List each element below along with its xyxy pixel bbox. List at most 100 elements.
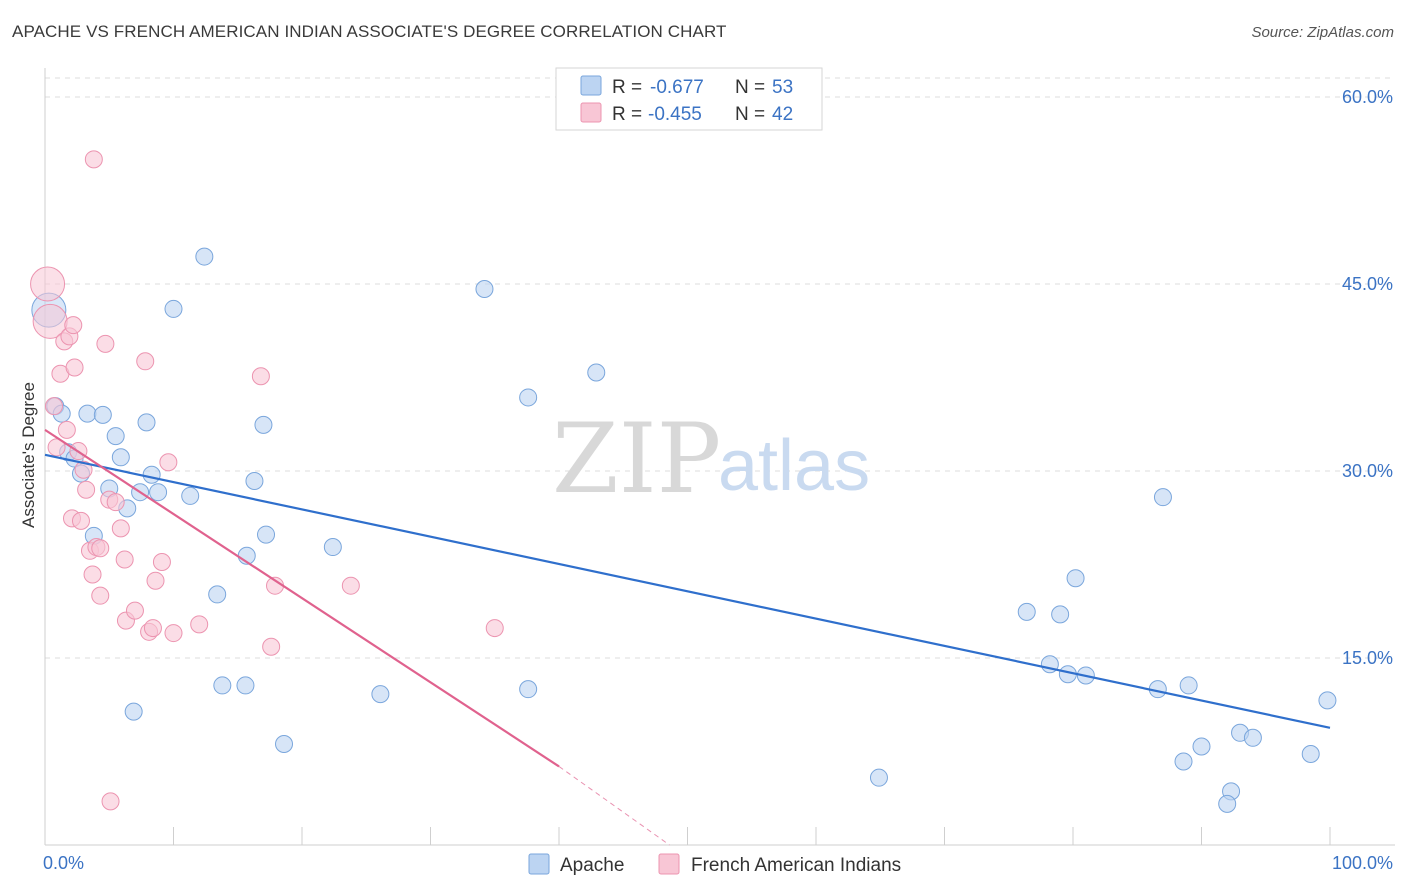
apache-point	[164, 299, 183, 318]
french-point	[106, 493, 125, 512]
watermark-atlas: atlas	[718, 426, 870, 506]
legend-n-value-french: 42	[772, 104, 793, 125]
gridlines	[45, 77, 1395, 659]
apache-point	[1017, 602, 1036, 621]
watermark-zip: ZIP	[552, 403, 721, 515]
french-point	[30, 266, 66, 302]
french-point	[44, 397, 63, 416]
french-point	[143, 619, 162, 638]
apache-point	[208, 585, 227, 604]
apache-point	[124, 702, 143, 721]
legend-swatch-apache	[580, 75, 602, 96]
y-axis-label: Associate's Degree	[19, 382, 38, 528]
bottom-legend-apache: Apache	[560, 855, 624, 876]
apache-point	[78, 404, 97, 423]
french-point	[96, 334, 115, 353]
y-tick-label: 15.0%	[1342, 648, 1393, 668]
apache-point	[181, 486, 200, 505]
apache-point	[587, 363, 606, 382]
y-tick-label: 45.0%	[1342, 274, 1393, 294]
apache-point	[1301, 744, 1320, 763]
apache-point	[142, 465, 161, 484]
french-point	[190, 615, 209, 634]
french-trend-line	[44, 428, 560, 768]
apache-point	[1243, 728, 1262, 747]
french-point	[64, 316, 83, 335]
apache-point	[1051, 605, 1070, 624]
legend-n-label-apache: N =	[735, 77, 765, 98]
french-point	[101, 792, 120, 811]
french-point	[341, 576, 360, 595]
apache-point	[323, 538, 342, 557]
apache-point	[1192, 737, 1211, 756]
axes	[44, 68, 1395, 846]
legend-r-value-apache: -0.677	[650, 77, 704, 98]
french-point	[125, 601, 144, 620]
apache-point	[1179, 676, 1198, 695]
french-point	[71, 511, 90, 530]
watermark: ZIP atlas	[552, 403, 870, 515]
french-point	[91, 586, 110, 605]
apache-point	[137, 413, 156, 432]
legend-r-label-french: R =	[612, 104, 642, 125]
apache-point	[275, 735, 294, 754]
data-points	[30, 150, 1337, 813]
french-point	[65, 358, 84, 377]
legend-top: R = -0.677 N = 53 R = -0.455 N = 42	[555, 67, 823, 131]
apache-point	[519, 680, 538, 699]
french-point	[115, 550, 134, 569]
bottom-legend-swatch-apache	[528, 853, 550, 875]
french-point	[262, 637, 281, 656]
french-point	[91, 539, 110, 558]
french-point	[57, 420, 76, 439]
legend-swatch-french	[580, 102, 602, 123]
apache-point	[195, 247, 214, 266]
french-point	[152, 553, 171, 572]
apache-point	[236, 676, 255, 695]
apache-point	[106, 427, 125, 446]
legend-bottom: Apache French American Indians	[528, 853, 901, 876]
french-point	[111, 519, 130, 538]
legend-r-value-french: -0.455	[648, 104, 702, 125]
apache-point	[149, 483, 168, 502]
trend-lines	[44, 428, 1331, 846]
apache-point	[257, 525, 276, 544]
french-point	[74, 460, 93, 479]
x-tick-label-max: 100.0%	[1332, 853, 1393, 873]
bottom-legend-swatch-french	[658, 853, 680, 875]
french-point	[84, 150, 103, 169]
apache-point	[1174, 752, 1193, 771]
apache-trend-line	[44, 453, 1331, 729]
tick-labels: 15.0% 30.0% 45.0% 60.0% 0.0% 100.0%	[43, 87, 1393, 873]
apache-point	[93, 405, 112, 424]
y-tick-label: 30.0%	[1342, 461, 1393, 481]
y-tick-label: 60.0%	[1342, 87, 1393, 107]
apache-point	[519, 388, 538, 407]
source-label: Source: ZipAtlas.com	[1251, 24, 1394, 41]
french-point	[83, 565, 102, 584]
french-point	[164, 624, 183, 643]
french-point	[485, 619, 504, 638]
french-point	[251, 367, 270, 386]
chart-title: APACHE VS FRENCH AMERICAN INDIAN ASSOCIA…	[12, 22, 727, 41]
apache-point	[213, 676, 232, 695]
legend-r-label-apache: R =	[612, 77, 642, 98]
x-tick-label-min: 0.0%	[43, 853, 84, 873]
french-point	[47, 438, 66, 457]
legend-n-value-apache: 53	[772, 77, 793, 98]
apache-point	[1218, 794, 1237, 813]
french-point	[146, 571, 165, 590]
apache-point	[1066, 569, 1085, 588]
french-trend-extension	[558, 766, 670, 846]
french-point	[159, 453, 178, 472]
apache-point	[1318, 691, 1337, 710]
apache-point	[869, 768, 888, 787]
french-point	[77, 480, 96, 499]
bottom-legend-french: French American Indians	[691, 855, 901, 876]
apache-point	[245, 471, 264, 490]
apache-point	[111, 448, 130, 467]
apache-point	[475, 279, 494, 298]
french-point	[136, 352, 155, 371]
legend-n-label-french: N =	[735, 104, 765, 125]
